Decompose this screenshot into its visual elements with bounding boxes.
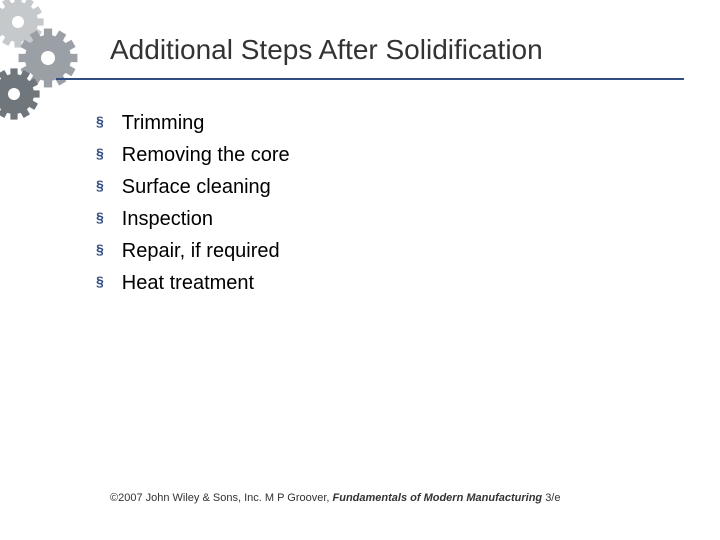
edition-text: 3/e (545, 492, 560, 504)
list-item-text: Trimming (122, 110, 205, 136)
bullet-icon: § (96, 142, 104, 164)
list-item: § Repair, if required (96, 238, 660, 264)
list-item: § Heat treatment (96, 270, 660, 296)
page-title: Additional Steps After Solidification (110, 34, 680, 66)
bullet-icon: § (96, 238, 104, 260)
gear-decoration (0, 0, 90, 150)
bullet-icon: § (96, 110, 104, 132)
list-item-text: Removing the core (122, 142, 290, 168)
list-item: § Surface cleaning (96, 174, 660, 200)
title-container: Additional Steps After Solidification (110, 34, 680, 66)
content-area: § Trimming § Removing the core § Surface… (96, 110, 660, 302)
list-item: § Inspection (96, 206, 660, 232)
book-title: Fundamentals of Modern Manufacturing (333, 492, 546, 504)
bullet-list: § Trimming § Removing the core § Surface… (96, 110, 660, 296)
bullet-icon: § (96, 174, 104, 196)
list-item-text: Heat treatment (122, 270, 254, 296)
list-item-text: Repair, if required (122, 238, 280, 264)
list-item: § Trimming (96, 110, 660, 136)
list-item-text: Inspection (122, 206, 213, 232)
gears-svg (0, 0, 90, 150)
slide: Additional Steps After Solidification § … (0, 0, 720, 540)
bullet-icon: § (96, 270, 104, 292)
title-underline (56, 78, 684, 80)
bullet-icon: § (96, 206, 104, 228)
footer: ©2007 John Wiley & Sons, Inc. M P Groove… (110, 492, 680, 504)
list-item-text: Surface cleaning (122, 174, 271, 200)
copyright-text: ©2007 John Wiley & Sons, Inc. M P Groove… (110, 492, 333, 504)
list-item: § Removing the core (96, 142, 660, 168)
